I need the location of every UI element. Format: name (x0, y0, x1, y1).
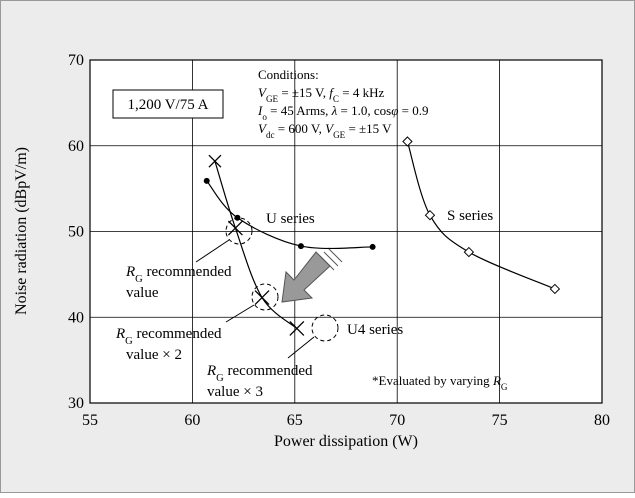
point (297, 243, 304, 250)
point (203, 177, 210, 184)
point (234, 214, 241, 221)
arrow (281, 247, 343, 303)
rating-box (112, 89, 224, 119)
arrow-tail (319, 247, 343, 271)
x-tick-label: 75 (492, 412, 508, 429)
leader-line (287, 336, 315, 359)
annotation-run: value × 2 (126, 347, 182, 363)
annotation-run: recommended (143, 264, 232, 280)
x-axis-label: Power dissipation (W) (274, 433, 418, 450)
annotation-run: R (206, 363, 216, 379)
callout-circle (311, 314, 339, 342)
annotation-run: value (126, 285, 159, 301)
annotation-run: λ (331, 103, 338, 118)
arrow-shape (281, 251, 331, 303)
annotation-run: = 1.0, cos (337, 103, 391, 118)
annotation: Vdc = 600 V, VGE = ±15 V (258, 121, 392, 140)
annotation: RG recommended (125, 264, 232, 285)
y-axis-label: Noise radiation (dBpV/m) (13, 147, 30, 315)
annotation-run: = 0.9 (398, 103, 428, 118)
annotation-run: dc (266, 130, 275, 140)
annotation: *Evaluated by varying RG (372, 373, 508, 392)
point (208, 154, 222, 168)
series-label: S series (447, 208, 493, 224)
annotation: Io = 45 Arms, λ = 1.0, cosφ = 0.9 (257, 103, 429, 122)
plot-frame (89, 59, 603, 404)
series-label: U series (266, 211, 315, 227)
annotation-run: V (258, 121, 268, 136)
annotation-run: V (325, 121, 335, 136)
y-tick-label: 40 (68, 309, 84, 326)
series-line (206, 180, 373, 250)
point (227, 220, 243, 236)
annotation-run: GE (333, 130, 346, 140)
annotation-run: G (501, 382, 508, 392)
y-tick-label: 50 (68, 224, 84, 241)
leader-line (195, 239, 230, 263)
annotation-run: G (216, 373, 224, 384)
y-tick-label: 30 (68, 395, 84, 412)
annotation: 1,200 V/75 A (128, 97, 209, 113)
x-tick-label: 80 (594, 412, 610, 429)
annotation-run: G (125, 336, 133, 347)
point (424, 210, 436, 221)
annotation-run: 1,200 V/75 A (128, 97, 209, 113)
annotation-run: value × 3 (207, 384, 263, 400)
callout-circle (251, 283, 279, 311)
point (402, 136, 413, 147)
y-tick-label: 70 (68, 52, 84, 69)
x-tick-label: 55 (82, 412, 98, 429)
callouts (225, 217, 339, 342)
annotation-run: G (135, 274, 143, 285)
x-tick-label: 70 (389, 412, 405, 429)
series-layer (203, 136, 561, 336)
leaders (195, 239, 315, 359)
annotation-run: C (333, 94, 339, 104)
annotation-run: Conditions: (258, 67, 319, 82)
annotation-run: I (257, 103, 263, 118)
annotation-run: R (115, 326, 125, 342)
annotation-run: o (262, 112, 267, 122)
point (289, 320, 305, 336)
annotation-run: = 600 V, (275, 121, 326, 136)
x-tick-label: 65 (287, 412, 303, 429)
point (549, 283, 561, 295)
annotation-run: recommended (224, 363, 313, 379)
annotation-run: = 45 Arms, (267, 103, 332, 118)
annotation: VGE = ±15 V, fC = 4 kHz (258, 85, 384, 104)
point (369, 243, 376, 250)
annotation: value (126, 285, 159, 301)
point (463, 246, 475, 258)
point (254, 290, 270, 305)
annotation-run: φ (391, 103, 398, 118)
annotation: Conditions: (258, 67, 319, 82)
annotation-run: recommended (133, 326, 222, 342)
annotation-run: R (492, 373, 501, 388)
x-tick-label: 60 (184, 412, 200, 429)
annotation-run: V (258, 85, 268, 100)
series-line (406, 141, 556, 290)
annotation-run: GE (266, 94, 279, 104)
annotation: RG recommended (115, 326, 222, 347)
series-line (214, 161, 298, 329)
leader-line (225, 304, 255, 323)
y-tick-label: 60 (68, 138, 84, 155)
annotation-run: = 4 kHz (339, 85, 384, 100)
annotation-run: R (125, 264, 135, 280)
annotation: value × 2 (126, 347, 182, 363)
series-label: U4 series (347, 322, 403, 338)
annotation: RG recommended (206, 363, 313, 384)
annotation-run: = ±15 V (345, 121, 392, 136)
annotation-run: *Evaluated by varying (372, 373, 493, 388)
callout-circle (225, 217, 253, 245)
annotation: value × 3 (207, 384, 263, 400)
annotation-run: = ±15 V, (278, 85, 329, 100)
annotation-run: f (329, 85, 335, 100)
